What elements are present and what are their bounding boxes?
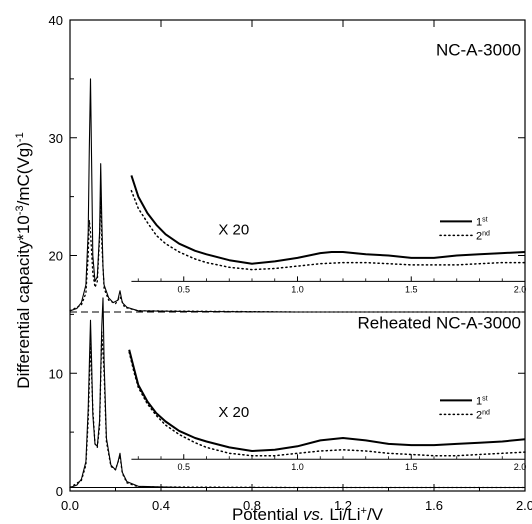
x-tick-label: 1.6 <box>425 498 443 513</box>
inset-tick-label: 0.5 <box>177 462 190 472</box>
y-axis-title: Differential capacity*10-3/mC(Vg)-1 <box>14 132 33 388</box>
chart-axes <box>69 19 526 492</box>
inset-tick-label: 1.0 <box>291 462 304 472</box>
inset-tick-label: 0.5 <box>177 284 190 294</box>
chart-traces <box>69 78 526 489</box>
series-1-main-line <box>69 297 525 489</box>
x-tick-label: 2.0 <box>516 498 532 513</box>
y-tick-label: 20 <box>49 249 63 264</box>
series-2-x20-line <box>128 351 526 457</box>
series-1-x20-line <box>130 175 526 265</box>
y-tick-label: 10 <box>49 366 63 381</box>
magnification-label: X 20 <box>218 221 249 238</box>
y-tick-label: 30 <box>49 131 63 146</box>
inset-tick-label: 2.0 <box>514 284 527 294</box>
series-1-x20-line <box>128 349 526 452</box>
panel-title: NC-A-3000 <box>436 40 521 59</box>
x-tick-label: 0.4 <box>152 498 170 513</box>
series-2-main-line <box>69 331 526 489</box>
inset-tick-label: 1.5 <box>405 462 418 472</box>
inset-tick-label: 1.5 <box>405 284 418 294</box>
inset-tick-label: 1.0 <box>291 284 304 294</box>
y-tick-label: 0 <box>56 484 63 499</box>
magnification-label: X 20 <box>218 404 249 421</box>
series-1-main-line <box>69 78 525 313</box>
inset-tick-label: 2.0 <box>514 462 527 472</box>
x-tick-label: 1.2 <box>334 498 352 513</box>
legend-label-2: 2nd <box>476 230 490 242</box>
panel-2 <box>69 297 526 489</box>
panel-title: Reheated NC-A-3000 <box>358 314 521 333</box>
panel-1 <box>69 78 526 313</box>
legend-label-1: 1st <box>476 395 488 407</box>
legend-label-2: 2nd <box>476 409 490 421</box>
legend-label-1: 1st <box>476 216 488 228</box>
x-tick-label: 0.0 <box>61 498 79 513</box>
x-tick-label: 0.8 <box>243 498 261 513</box>
x-axis-title: Potential vs. Li/Li+/V <box>232 505 384 524</box>
y-tick-label: 40 <box>49 13 63 28</box>
series-2-main-line <box>69 195 526 313</box>
series-2-x20-line <box>130 189 526 271</box>
